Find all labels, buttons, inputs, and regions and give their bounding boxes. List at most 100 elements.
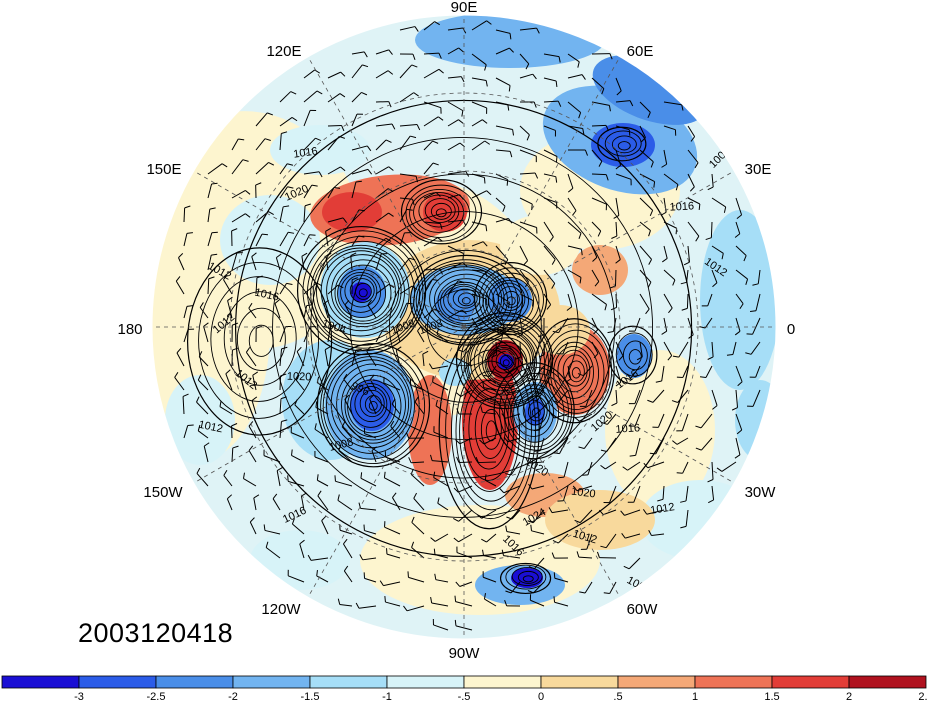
wind-barb xyxy=(226,498,233,511)
wind-barb xyxy=(399,173,417,177)
wind-barb-flag xyxy=(432,140,439,144)
wind-barb-flag xyxy=(387,188,394,193)
pressure-contour xyxy=(430,202,452,220)
pressure-contour xyxy=(531,407,541,419)
wind-barb xyxy=(366,351,377,367)
lon-label-30e: 30E xyxy=(745,161,772,178)
wind-barb xyxy=(551,509,569,514)
wind-barb xyxy=(663,173,679,185)
wind-barb xyxy=(609,485,617,503)
wind-barb-flag xyxy=(661,330,667,335)
wind-barb-flag xyxy=(597,230,602,237)
wind-barb-flag xyxy=(276,253,282,259)
wind-barb xyxy=(314,428,329,439)
wind-barb xyxy=(495,269,505,281)
wind-barb-flag xyxy=(593,329,599,335)
pressure-contour xyxy=(497,286,523,311)
wind-barb xyxy=(639,221,651,231)
wind-barb xyxy=(392,497,401,511)
wind-barb xyxy=(399,197,413,200)
wind-barb-flag xyxy=(574,519,581,524)
wind-barb-flag xyxy=(481,538,487,543)
wind-barb-flag xyxy=(410,468,414,475)
wind-barb xyxy=(531,530,545,535)
wind-barb xyxy=(735,269,748,280)
wind-barb-flag xyxy=(579,591,586,594)
wind-barb-flag xyxy=(225,369,231,375)
wind-barb xyxy=(711,461,714,480)
wind-barb-flag xyxy=(435,192,441,197)
pressure-contour xyxy=(349,278,375,303)
wind-barb xyxy=(735,413,743,431)
wind-barb-flag xyxy=(623,565,630,570)
wind-barb xyxy=(383,382,401,391)
wind-barb-flag xyxy=(434,308,440,313)
wind-barb xyxy=(463,341,473,353)
wind-barb xyxy=(227,300,233,319)
wind-barb-flag xyxy=(536,27,540,34)
wind-barb-flag xyxy=(479,439,485,445)
wind-barb-flag xyxy=(355,180,362,183)
wind-barb xyxy=(255,277,258,295)
wind-barb xyxy=(657,413,665,428)
wind-barb xyxy=(615,293,618,308)
wind-barb xyxy=(351,92,362,103)
wind-barb xyxy=(341,426,353,439)
wind-barb xyxy=(327,217,344,223)
wind-barb xyxy=(316,575,329,583)
wind-barb-flag xyxy=(578,446,585,450)
wind-barb-flag xyxy=(281,346,288,350)
wind-barb-flag xyxy=(295,374,300,381)
wind-barb-flag xyxy=(503,369,509,374)
wind-barb-flag xyxy=(432,162,439,166)
wind-barb xyxy=(663,221,677,229)
wind-barb xyxy=(495,317,507,329)
wind-barb xyxy=(399,26,416,31)
wind-barb xyxy=(395,327,401,343)
wind-barb-flag xyxy=(369,394,375,400)
pressure-contour xyxy=(571,367,581,379)
wind-barb xyxy=(663,149,668,165)
wind-barb xyxy=(735,245,747,256)
wind-barb xyxy=(423,268,441,271)
wind-barb xyxy=(423,279,433,295)
wind-barb-flag xyxy=(311,184,318,187)
wind-barb-flag xyxy=(434,573,437,580)
wind-barb xyxy=(447,47,459,55)
wind-barb-flag xyxy=(437,497,440,504)
wind-barb-flag xyxy=(439,223,443,230)
wind-barb-flag xyxy=(668,307,673,314)
wind-barb xyxy=(314,456,329,463)
pressure-contour xyxy=(451,349,532,511)
wind-barb-flag xyxy=(249,517,255,523)
wind-barb xyxy=(447,280,459,295)
pressure-contour xyxy=(495,351,515,370)
wind-barb xyxy=(207,255,212,271)
wind-barb xyxy=(279,186,288,199)
wind-barb-flag xyxy=(288,231,295,234)
wind-barb-flag xyxy=(430,596,433,604)
wind-barb-flag xyxy=(325,227,332,232)
lon-label-120e: 120E xyxy=(266,43,301,60)
wind-barb-flag xyxy=(429,454,433,461)
pressure-contour xyxy=(502,359,510,367)
wind-barb-flag xyxy=(316,569,318,577)
wind-barb-flag xyxy=(182,393,189,397)
wind-barb-flag xyxy=(611,235,618,239)
wind-barb xyxy=(279,283,287,295)
wind-barb-flag xyxy=(340,166,346,172)
wind-barb xyxy=(386,553,401,559)
wind-barb xyxy=(591,269,600,282)
wind-barb xyxy=(661,365,665,382)
wind-barb-flag xyxy=(500,280,505,287)
wind-barb-flag xyxy=(290,91,297,95)
wind-barb xyxy=(335,480,353,487)
wind-barb xyxy=(207,183,213,199)
wind-barb-flag xyxy=(491,354,497,358)
wind-barb xyxy=(351,51,365,55)
wind-barb-flag xyxy=(337,284,344,289)
wind-barb xyxy=(342,543,353,559)
wind-barb-flag xyxy=(411,516,415,523)
wind-barb xyxy=(303,326,311,343)
wind-barb-flag xyxy=(551,283,556,289)
